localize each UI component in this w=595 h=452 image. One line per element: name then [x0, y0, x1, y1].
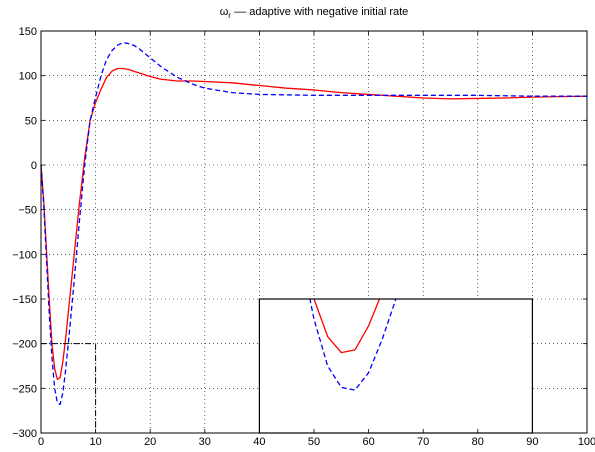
y-tick-label: −200 — [12, 339, 37, 351]
series-line-1 — [40, 67, 588, 381]
y-tick-label: 50 — [25, 115, 37, 127]
chart-title-text: –– adaptive with negative initial rate — [231, 6, 408, 18]
x-tick-label: 80 — [472, 436, 484, 448]
x-tick-label: 30 — [199, 436, 211, 448]
x-tick-label: 0 — [38, 436, 44, 448]
series-line-2 — [40, 41, 587, 406]
inset-plot — [309, 299, 397, 391]
y-tick-label: −250 — [12, 383, 37, 395]
chart-title-subscript: r — [228, 11, 231, 20]
x-tick-label: 50 — [308, 436, 320, 448]
x-tick-label: 10 — [89, 436, 101, 448]
y-tick-label: −100 — [12, 249, 37, 261]
x-tick-label: 100 — [578, 436, 595, 448]
x-tick-label: 20 — [144, 436, 156, 448]
x-tick-label: 90 — [526, 436, 538, 448]
x-tick-label: 70 — [417, 436, 429, 448]
axis-layer: 0 10 20 30 40 50 60 70 80 90 100 150 100 50 0 −50 −100 −1… — [12, 26, 595, 448]
x-tick-label: 40 — [253, 436, 265, 448]
y-tick-label: −50 — [18, 205, 37, 217]
series-layer — [40, 41, 588, 406]
x-tick-label: 60 — [362, 436, 374, 448]
y-tick-label: −150 — [12, 294, 37, 306]
inset-series-line-1 — [313, 299, 381, 354]
y-tick-label: 150 — [19, 26, 37, 38]
y-tick-label: −300 — [12, 428, 37, 440]
chart-title-symbol: ω — [220, 6, 229, 18]
chart-title: ωr –– adaptive with negative initial rat… — [220, 6, 409, 20]
y-tick-label: 100 — [19, 71, 37, 83]
y-tick-label: 0 — [31, 160, 37, 172]
inset-background — [259, 299, 533, 433]
